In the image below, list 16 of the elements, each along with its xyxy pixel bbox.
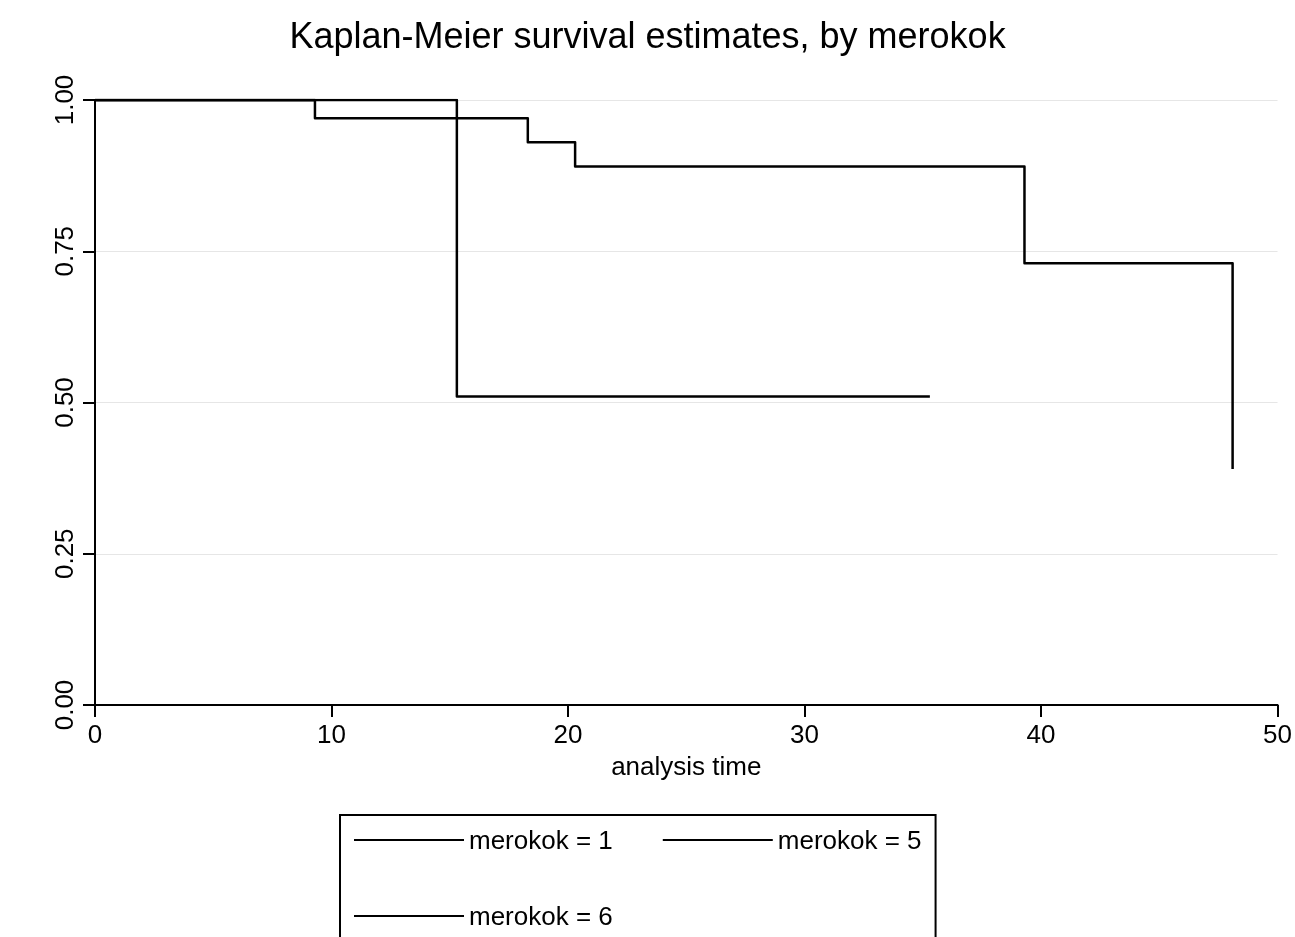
legend-label: merokok = 5 (777, 825, 922, 855)
legend-label: merokok = 1 (469, 825, 613, 855)
y-tick-label: 0.25 (49, 528, 79, 580)
x-axis-title: analysis time (611, 751, 762, 781)
legend-label: merokok = 6 (469, 901, 613, 931)
y-tick-label: 0.00 (49, 679, 79, 731)
y-tick-label: 0.75 (49, 225, 79, 277)
x-tick-label: 20 (553, 719, 583, 749)
x-tick-label: 40 (1026, 719, 1056, 749)
x-tick-label: 0 (87, 719, 103, 749)
x-tick-label: 50 (1263, 719, 1292, 749)
x-tick-label: 30 (790, 719, 819, 749)
chart-title: Kaplan-Meier survival estimates, by merokok (289, 14, 1007, 56)
y-tick-label: 0.50 (49, 377, 79, 428)
y-tick-label: 1.00 (49, 74, 79, 126)
x-tick-label: 10 (317, 719, 346, 749)
